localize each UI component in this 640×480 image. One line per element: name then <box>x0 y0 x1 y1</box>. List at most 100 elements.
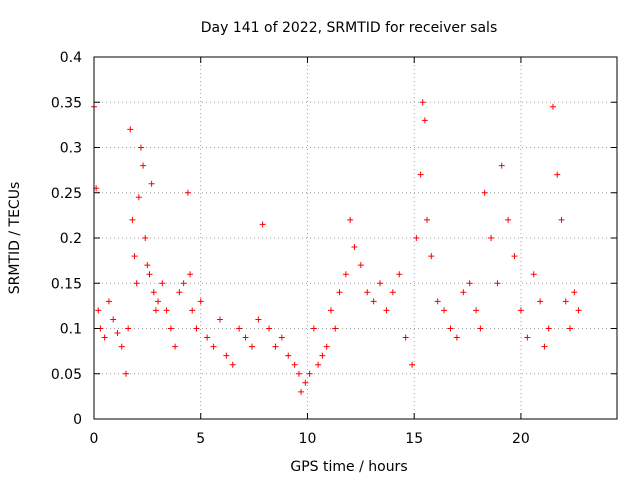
data-point <box>197 298 204 305</box>
x-axis-label: GPS time / hours <box>290 459 407 475</box>
data-point <box>125 325 132 332</box>
data-point <box>537 298 544 305</box>
data-point <box>193 325 200 332</box>
y-tick-label: 0.05 <box>51 367 82 383</box>
data-point <box>498 162 505 169</box>
data-point <box>127 126 134 133</box>
data-point <box>571 289 578 296</box>
data-point <box>396 271 403 278</box>
data-point <box>383 307 390 314</box>
data-point <box>370 298 377 305</box>
data-point <box>242 334 249 341</box>
data-point <box>342 271 349 278</box>
data-point <box>105 298 112 305</box>
data-point <box>558 216 565 223</box>
data-point <box>110 316 117 323</box>
y-tick-label: 0.25 <box>51 186 82 202</box>
y-tick-label: 0.3 <box>60 141 82 157</box>
data-point <box>114 330 121 337</box>
data-point <box>453 334 460 341</box>
data-point <box>123 370 130 377</box>
data-point <box>389 289 396 296</box>
data-point <box>377 280 384 287</box>
chart-title: Day 141 of 2022, SRMTID for receiver sal… <box>201 20 497 36</box>
data-point <box>441 307 448 314</box>
data-point <box>477 325 484 332</box>
data-point <box>319 352 326 359</box>
data-point <box>567 325 574 332</box>
data-point <box>148 180 155 187</box>
data-point <box>184 189 191 196</box>
data-point <box>302 379 309 386</box>
data-point <box>306 370 313 377</box>
data-point <box>229 361 236 368</box>
x-tick-label: 10 <box>299 431 317 447</box>
y-tick-label: 0 <box>73 412 82 428</box>
data-point <box>129 216 136 223</box>
data-point <box>163 307 170 314</box>
data-point <box>101 334 108 341</box>
data-point <box>248 343 255 350</box>
data-point <box>402 334 409 341</box>
data-point <box>152 307 159 314</box>
data-point <box>421 117 428 124</box>
data-point <box>146 271 153 278</box>
data-point <box>494 280 501 287</box>
data-point <box>332 325 339 332</box>
data-point <box>285 352 292 359</box>
x-tick-label: 5 <box>196 431 205 447</box>
data-point <box>259 221 266 228</box>
data-point <box>189 307 196 314</box>
data-point <box>447 325 454 332</box>
data-point <box>135 194 142 201</box>
data-point <box>204 334 211 341</box>
data-point <box>481 189 488 196</box>
data-point <box>140 162 147 169</box>
data-point <box>172 343 179 350</box>
data-point <box>541 343 548 350</box>
data-point <box>223 352 230 359</box>
data-point <box>473 307 480 314</box>
x-tick-label: 15 <box>405 431 423 447</box>
data-point <box>336 289 343 296</box>
data-point <box>364 289 371 296</box>
data-point <box>278 334 285 341</box>
data-point <box>554 171 561 178</box>
data-point <box>419 99 426 106</box>
data-point <box>424 216 431 223</box>
data-point <box>144 262 151 269</box>
data-point <box>216 316 223 323</box>
data-point <box>266 325 273 332</box>
ticks: 0 0.05 0.1 0.15 0.2 0.25 0.3 0.35 0.4 0 5 10 15 20 <box>51 50 617 447</box>
data-point <box>524 334 531 341</box>
data-point <box>118 343 125 350</box>
data-point <box>409 361 416 368</box>
data-point <box>351 244 358 251</box>
data-point <box>466 280 473 287</box>
data-point <box>176 289 183 296</box>
data-point <box>142 235 149 241</box>
data-point <box>517 307 524 314</box>
data-point <box>131 253 138 260</box>
data-point <box>315 361 322 368</box>
y-tick-label: 0.35 <box>51 95 82 111</box>
data-point <box>530 271 537 278</box>
data-point <box>95 307 102 314</box>
data-point <box>413 235 420 241</box>
data-point <box>298 388 305 395</box>
data-point <box>310 325 317 332</box>
data-point <box>272 343 279 350</box>
data-point <box>562 298 569 305</box>
data-point <box>357 262 364 269</box>
data-point <box>133 280 140 287</box>
y-tick-label: 0.15 <box>51 276 82 292</box>
data-point <box>347 216 354 223</box>
data-point <box>428 253 435 260</box>
data-point <box>295 370 302 377</box>
data-point <box>505 216 512 223</box>
data-point <box>549 103 556 110</box>
y-tick-label: 0.4 <box>60 50 82 66</box>
data-point <box>488 235 495 241</box>
data-point <box>236 325 243 332</box>
